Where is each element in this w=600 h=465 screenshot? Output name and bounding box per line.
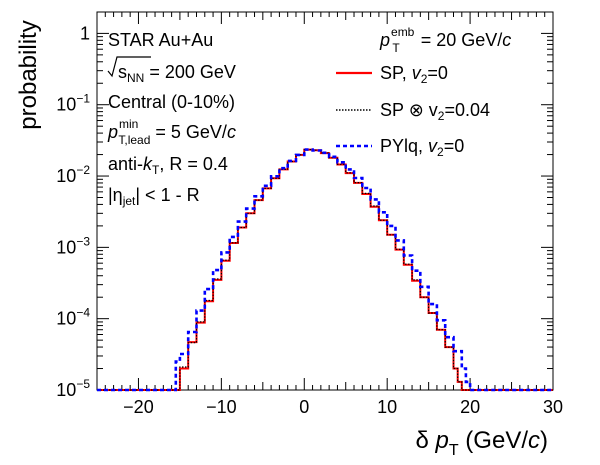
legend-label-pylq: PYlq, v2=0 xyxy=(380,136,464,159)
y-tick-label: 10−5 xyxy=(56,377,90,400)
x-tick-label: −20 xyxy=(123,397,154,417)
x-tick-label: −10 xyxy=(206,397,237,417)
annotation-eta-cut: |ηjet| < 1 - R xyxy=(108,185,200,208)
x-axis-label: δ pT (GeV/c) xyxy=(415,427,548,459)
y-ticks: 1 10−1 10−2 10−3 10−4 10−5 xyxy=(56,23,553,400)
x-tick-label: 10 xyxy=(377,397,397,417)
annotation-centrality: Central (0-10%) xyxy=(108,92,235,112)
x-ticks: −20 −10 0 10 20 30 xyxy=(96,12,563,417)
y-tick-label: 10−4 xyxy=(56,306,90,329)
annotation-experiment: STAR Au+Au xyxy=(108,30,213,50)
annotation-lead-cut: pmin T,lead = 5 GeV/c xyxy=(107,117,236,147)
y-tick-label: 10−3 xyxy=(56,234,90,257)
plot-frame xyxy=(96,11,554,391)
y-axis-label: probability xyxy=(15,20,42,129)
annotation-block: STAR Au+Au sNN = 200 GeV Central (0-10%)… xyxy=(107,30,236,208)
annotation-energy: sNN = 200 GeV xyxy=(107,56,236,85)
legend-label-sp-v2: SP ⊗ v2=0.04 xyxy=(380,100,490,123)
x-tick-label: 20 xyxy=(460,397,480,417)
annotation-algorithm: anti-kT, R = 0.4 xyxy=(108,154,228,177)
legend-label-sp: SP, v2=0 xyxy=(380,63,448,86)
series-layer xyxy=(97,148,553,392)
x-tick-label: 30 xyxy=(543,397,563,417)
x-tick-label: 0 xyxy=(299,397,309,417)
y-tick-label: 1 xyxy=(80,23,90,43)
svg-text:sNN = 200 GeV: sNN = 200 GeV xyxy=(118,62,236,85)
y-tick-label: 10−2 xyxy=(56,163,90,186)
svg-text:δ pT (GeV/c): δ pT (GeV/c) xyxy=(415,427,548,459)
legend: pemb T = 20 GeV/c SP, v2=0 SP ⊗ v2=0.04 P… xyxy=(336,25,511,159)
y-tick-label: 10−1 xyxy=(56,92,90,115)
legend-header: pemb T = 20 GeV/c xyxy=(379,25,511,55)
